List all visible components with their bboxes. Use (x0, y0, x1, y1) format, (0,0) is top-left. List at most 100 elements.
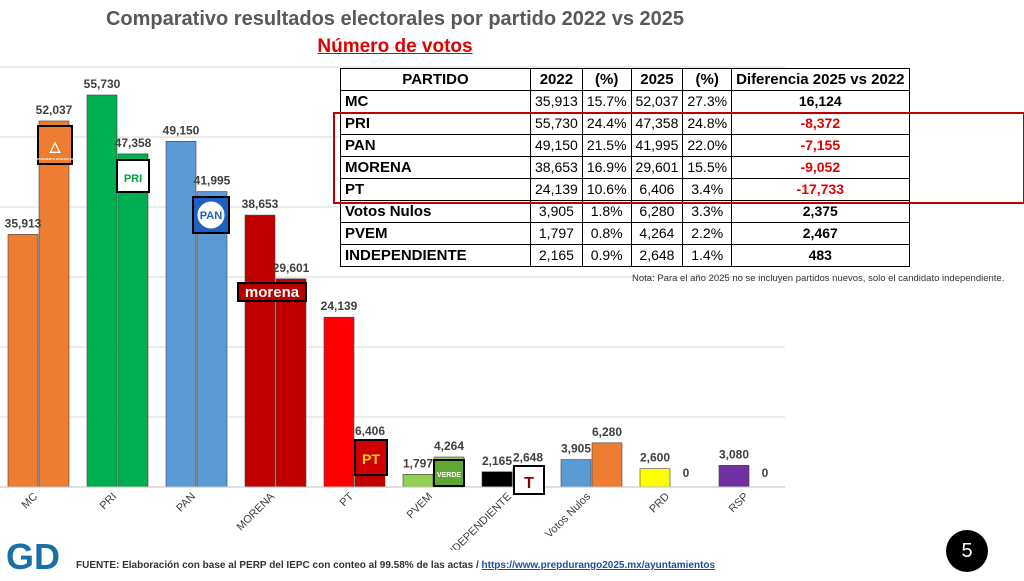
category-label: PT (338, 490, 357, 509)
logo-text: GD (6, 536, 60, 576)
data-label-2022: 38,653 (242, 197, 279, 211)
pan-logo-text: PAN (200, 210, 222, 222)
data-label-2022: 3,905 (561, 442, 591, 456)
party-cell: MC (340, 90, 531, 113)
bar-2022 (402, 474, 434, 488)
chart-subtitle: Número de votos (317, 36, 473, 57)
value-cell: 38,653 (530, 156, 583, 179)
value-cell: 35,913 (530, 90, 583, 113)
data-label-2025: 0 (683, 466, 690, 480)
table-header-1: 2022 (530, 68, 583, 91)
value-cell: 4,264 (630, 222, 684, 245)
chart-title: Comparativo resultados electorales por p… (105, 8, 685, 30)
value-cell: 27.3% (682, 90, 733, 113)
pri-logo-text: PRI (124, 173, 142, 185)
bar-2022 (165, 140, 197, 488)
bar-2022 (639, 468, 671, 488)
value-cell: 24,139 (530, 178, 583, 201)
category-label: Votos Nulos (543, 490, 593, 540)
category-label: PVEM (405, 491, 436, 522)
category-label: MC (20, 491, 41, 512)
table-row: Votos Nulos 3,905 1.8% 6,280 3.3% 2,375 (340, 200, 910, 223)
category-label: MORENA (234, 490, 277, 533)
category-label: PAN (174, 491, 198, 515)
gd-logo: GD (6, 536, 60, 576)
party-cell: PVEM (340, 222, 531, 245)
category-label: PRD (647, 491, 672, 516)
data-label-2022: 3,080 (719, 447, 749, 461)
value-cell: 2,467 (731, 222, 910, 245)
bar-2022 (86, 94, 118, 488)
bar-2022 (244, 214, 276, 488)
table-row: PAN 49,150 21.5% 41,995 22.0% -7,155 (340, 134, 910, 157)
value-cell: 21.5% (581, 134, 632, 157)
value-cell: 0.9% (581, 244, 632, 267)
independiente-logo-text: T (524, 475, 534, 492)
value-cell: 2,165 (530, 244, 583, 267)
table-row: INDEPENDIENTE 2,165 0.9% 2,648 1.4% 483 (340, 244, 910, 267)
data-label-2025: 41,995 (194, 174, 231, 188)
data-label-2022: 2,600 (640, 451, 670, 465)
bar-2022 (323, 316, 355, 488)
data-label-2022: 2,165 (482, 454, 512, 468)
pvem-logo (433, 459, 465, 487)
category-label: INDEPENDIENTE (443, 491, 515, 550)
bar-2022 (718, 465, 750, 488)
morena-logo (237, 282, 307, 302)
bar-chart: 35,913 52,037 MC 55,730 47,358 PRI 49,150 41,99… (0, 66, 785, 550)
category-label: PRI (98, 491, 119, 512)
data-label-2025: 2,648 (513, 450, 543, 464)
value-cell: 52,037 (630, 90, 684, 113)
bar-2022 (560, 459, 592, 488)
table-header-row: PARTIDO 2022 (%) 2025 (%) Diferencia 2025 vs … (340, 68, 910, 91)
table-row: PVEM 1,797 0.8% 4,264 2.2% 2,467 (340, 222, 910, 245)
pan-logo-circle (196, 200, 226, 230)
value-cell: 15.7% (581, 90, 632, 113)
value-cell: 49,150 (530, 134, 583, 157)
data-label-2025: 0 (762, 466, 769, 480)
bar-2022 (7, 234, 39, 488)
party-cell: MORENA (340, 156, 531, 179)
value-cell: 16,124 (731, 90, 910, 113)
table-header-0: PARTIDO (340, 68, 531, 91)
pt-logo-text: PT (362, 451, 380, 467)
independiente-logo (513, 465, 545, 495)
data-label-2025: 6,280 (592, 425, 622, 439)
party-cell: PT (340, 178, 531, 201)
highlight-box (333, 112, 1024, 204)
source-link[interactable]: https://www.prepdurango2025.mx/ayuntamie… (481, 560, 716, 571)
value-cell: 2.2% (682, 222, 733, 245)
value-cell: 0.8% (581, 222, 632, 245)
pri-logo (116, 159, 150, 193)
party-cell: INDEPENDIENTE (340, 244, 531, 267)
data-label-2025: 47,358 (115, 136, 152, 150)
table-header-4: (%) (682, 68, 733, 91)
mc-logo-text: MOVIMIENTO CIUDADANO (36, 157, 75, 161)
pt-logo (354, 439, 388, 476)
mc-logo-mark: △ (49, 138, 62, 154)
results-table: PARTIDO 2022 (%) 2025 (%) Diferencia 2025 vs … (340, 68, 910, 267)
bar-2025 (591, 442, 623, 488)
data-label-2022: 1,797 (403, 456, 433, 470)
bar-2022 (481, 471, 513, 488)
source-label: FUENTE: Elaboración con base al PERP del… (76, 560, 482, 571)
data-label-2025: 4,264 (434, 439, 464, 453)
table-row: MC 35,913 15.7% 52,037 27.3% 16,124 (340, 90, 910, 113)
table-header-2: (%) (581, 68, 632, 91)
table-header-3: 2025 (630, 68, 684, 91)
data-label-2025: 6,406 (355, 424, 385, 438)
data-label-2022: 24,139 (321, 299, 358, 313)
table-row: PT 24,139 10.6% 6,406 3.4% -17,733 (340, 178, 910, 201)
bar-2025 (117, 153, 149, 488)
mc-logo (37, 125, 73, 165)
table-note: Nota: Para el año 2025 no se incluyen pa… (632, 273, 1005, 284)
data-label-2022: 35,913 (5, 216, 42, 230)
bar-2025 (196, 191, 228, 488)
bar-2025 (275, 278, 307, 488)
value-cell: 2,648 (630, 244, 684, 267)
data-label-2022: 49,150 (163, 123, 200, 137)
category-label: RSP (727, 491, 751, 515)
pvem-logo-text: VERDE (437, 472, 461, 479)
table-header-5: Diferencia 2025 vs 2022 (731, 68, 910, 91)
value-cell: 1.4% (682, 244, 733, 267)
